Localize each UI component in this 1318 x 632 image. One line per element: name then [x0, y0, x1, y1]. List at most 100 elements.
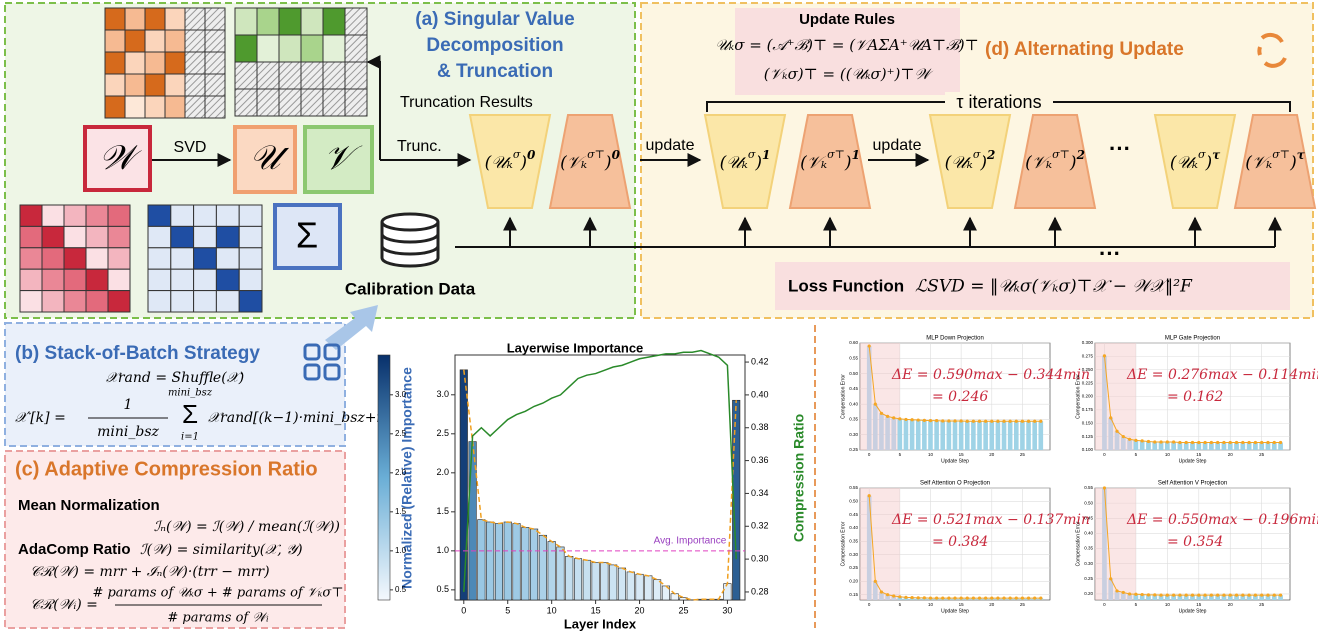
point	[966, 420, 969, 423]
y-tick-label: 1.0	[436, 545, 449, 555]
point	[904, 418, 907, 421]
formula: 𝒳rand = Shuffle(𝒳)	[106, 370, 244, 386]
bar	[898, 419, 903, 450]
point	[1235, 441, 1238, 444]
matrix-cell	[185, 74, 205, 96]
chart-title: Self Attention O Projection	[920, 481, 990, 487]
point	[990, 597, 993, 600]
y-tick-label: 0.250	[1082, 367, 1094, 372]
node-power: τ	[1212, 148, 1221, 162]
point	[1185, 594, 1188, 597]
point	[1159, 594, 1162, 597]
svd-label: SVD	[174, 139, 207, 156]
point	[1153, 440, 1156, 443]
iterations-label: τ iterations	[956, 92, 1041, 112]
y-tick-label: 0.50	[849, 371, 858, 376]
loss-formula: ℒSVD = ‖𝒰ₖσ(𝒱ₖσ)⊤𝒳 − 𝒲𝒳‖²F	[915, 277, 1193, 297]
matrix-cell	[171, 269, 194, 290]
bar	[971, 421, 976, 450]
point	[1141, 593, 1144, 596]
matrix-cell	[216, 269, 239, 290]
rule: 𝒰ₖσ = (𝒜⁺ℬ)⊤ = (𝒱AΣA⁺𝒰A⊤ℬ)⊤	[715, 36, 978, 54]
label: Mean Normalization	[18, 497, 160, 514]
matrix-cell	[194, 269, 217, 290]
point	[1166, 440, 1169, 443]
matrix-cell	[205, 96, 225, 118]
bar	[947, 421, 952, 450]
point	[1172, 440, 1175, 443]
bar	[891, 418, 896, 450]
point	[996, 597, 999, 600]
formula: ℐ(𝒲) = similarity(𝒳, 𝒴)	[140, 542, 303, 558]
y-tick-label: 0.200	[1082, 394, 1094, 399]
point	[880, 412, 883, 415]
matrix-cell	[105, 30, 125, 52]
point	[1115, 430, 1118, 433]
point	[886, 593, 889, 596]
y-tick-label: 0.55	[849, 485, 858, 490]
node-sup: σ⊤	[587, 148, 605, 161]
bar	[1127, 439, 1132, 450]
x-tick-label: 15	[959, 602, 965, 607]
y2-axis-label: Compression Ratio	[791, 414, 807, 542]
delta-e: = 0.162	[1167, 389, 1223, 405]
importance-chart: Avg. Importance0510152025300.51.01.52.02…	[390, 351, 769, 616]
bar	[460, 370, 467, 600]
node-close: )	[519, 153, 527, 173]
point	[910, 418, 913, 421]
x-tick-label: 10	[547, 605, 557, 615]
y2-tick-label: 0.40	[751, 389, 769, 399]
bar	[583, 560, 590, 600]
matrix-cell	[125, 74, 145, 96]
point	[917, 596, 920, 599]
matrix-cell	[345, 35, 367, 62]
bar	[940, 421, 945, 450]
point	[1039, 597, 1042, 600]
x-tick-label: 30	[722, 605, 732, 615]
point	[1266, 441, 1269, 444]
point	[941, 419, 944, 422]
matrix-cell	[20, 269, 42, 290]
matrix-cell	[145, 96, 165, 118]
point	[1248, 441, 1251, 444]
matrix-cell	[148, 269, 171, 290]
point	[941, 597, 944, 600]
y-tick-label: 0.50	[849, 499, 858, 504]
node-power: 0	[612, 148, 621, 162]
bar	[965, 421, 970, 450]
matrix-cell	[42, 291, 64, 312]
point	[990, 420, 993, 423]
formula: mini_bsz	[168, 388, 213, 399]
point	[1002, 597, 1005, 600]
formula: # params of 𝒰ₖσ + # params of 𝒱ₖσ⊤	[92, 586, 343, 601]
point	[978, 420, 981, 423]
x-tick-label: 0	[461, 605, 466, 615]
point	[966, 597, 969, 600]
point	[1147, 440, 1150, 443]
x-axis-label: Update Step	[1179, 458, 1207, 464]
y-axis-label: Normalized (Relative) Importance	[399, 367, 415, 589]
point	[1027, 420, 1030, 423]
matrix-cell	[42, 269, 64, 290]
matrix-cell	[235, 35, 257, 62]
bar	[609, 565, 616, 600]
point	[1229, 441, 1232, 444]
y-tick-label: 0.55	[849, 355, 858, 360]
point	[923, 419, 926, 422]
delta-e: ΔE = 0.521max − 0.137min	[891, 512, 1090, 528]
matrix-cell	[216, 248, 239, 269]
matrix-cell	[148, 205, 171, 226]
matrix-cell	[125, 52, 145, 74]
x-tick-label: 5	[899, 602, 902, 607]
y-tick-label: 0.175	[1082, 407, 1094, 412]
y2-tick-label: 0.38	[751, 422, 769, 432]
node-power: 2	[1076, 148, 1085, 162]
y-tick-label: 0.50	[1084, 500, 1093, 505]
matrix-cell	[148, 248, 171, 269]
node-close: )	[754, 153, 762, 173]
y-tick-label: 0.20	[1084, 591, 1093, 596]
matrix-cell	[194, 226, 217, 247]
x-tick-label: 20	[1228, 602, 1234, 607]
x-axis-label: Update Step	[1179, 608, 1207, 614]
point	[1260, 441, 1263, 444]
